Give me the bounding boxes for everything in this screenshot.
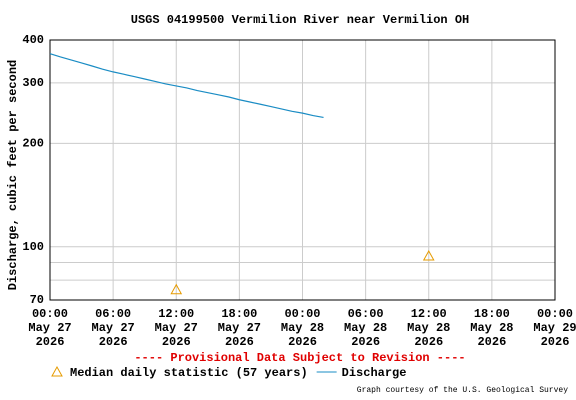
x-tick-label: 18:00 May 28 2026: [470, 307, 513, 349]
y-tick-label: 200: [22, 137, 44, 151]
y-tick-label: 400: [22, 33, 44, 47]
provisional-note: ---- Provisional Data Subject to Revisio…: [134, 351, 465, 365]
x-tick-label: 06:00 May 27 2026: [92, 307, 135, 349]
x-tick-label: 00:00 May 29 2026: [533, 307, 576, 349]
y-axis-label: Discharge, cubic feet per second: [6, 60, 20, 290]
x-tick-label: 18:00 May 27 2026: [218, 307, 261, 349]
x-tick-label: 06:00 May 28 2026: [344, 307, 387, 349]
y-tick-label: 70: [30, 293, 44, 307]
legend-label: Median daily statistic (57 years): [70, 366, 308, 380]
x-tick-label: 12:00 May 28 2026: [407, 307, 450, 349]
legend-symbol: [51, 365, 63, 377]
x-tick-label: 00:00 May 27 2026: [28, 307, 71, 349]
median-marker: [422, 249, 435, 261]
x-tick-label: 00:00 May 28 2026: [281, 307, 324, 349]
legend-label: Discharge: [342, 366, 407, 380]
y-tick-label: 300: [22, 76, 44, 90]
x-tick-label: 12:00 May 27 2026: [155, 307, 198, 349]
discharge-line: [49, 53, 324, 119]
chart-title: USGS 04199500 Vermilion River near Vermi…: [131, 13, 469, 27]
median-marker: [170, 283, 183, 295]
y-tick-label: 100: [22, 240, 44, 254]
plot-frame: [49, 39, 556, 301]
credit: Graph courtesy of the U.S. Geological Su…: [357, 386, 568, 395]
